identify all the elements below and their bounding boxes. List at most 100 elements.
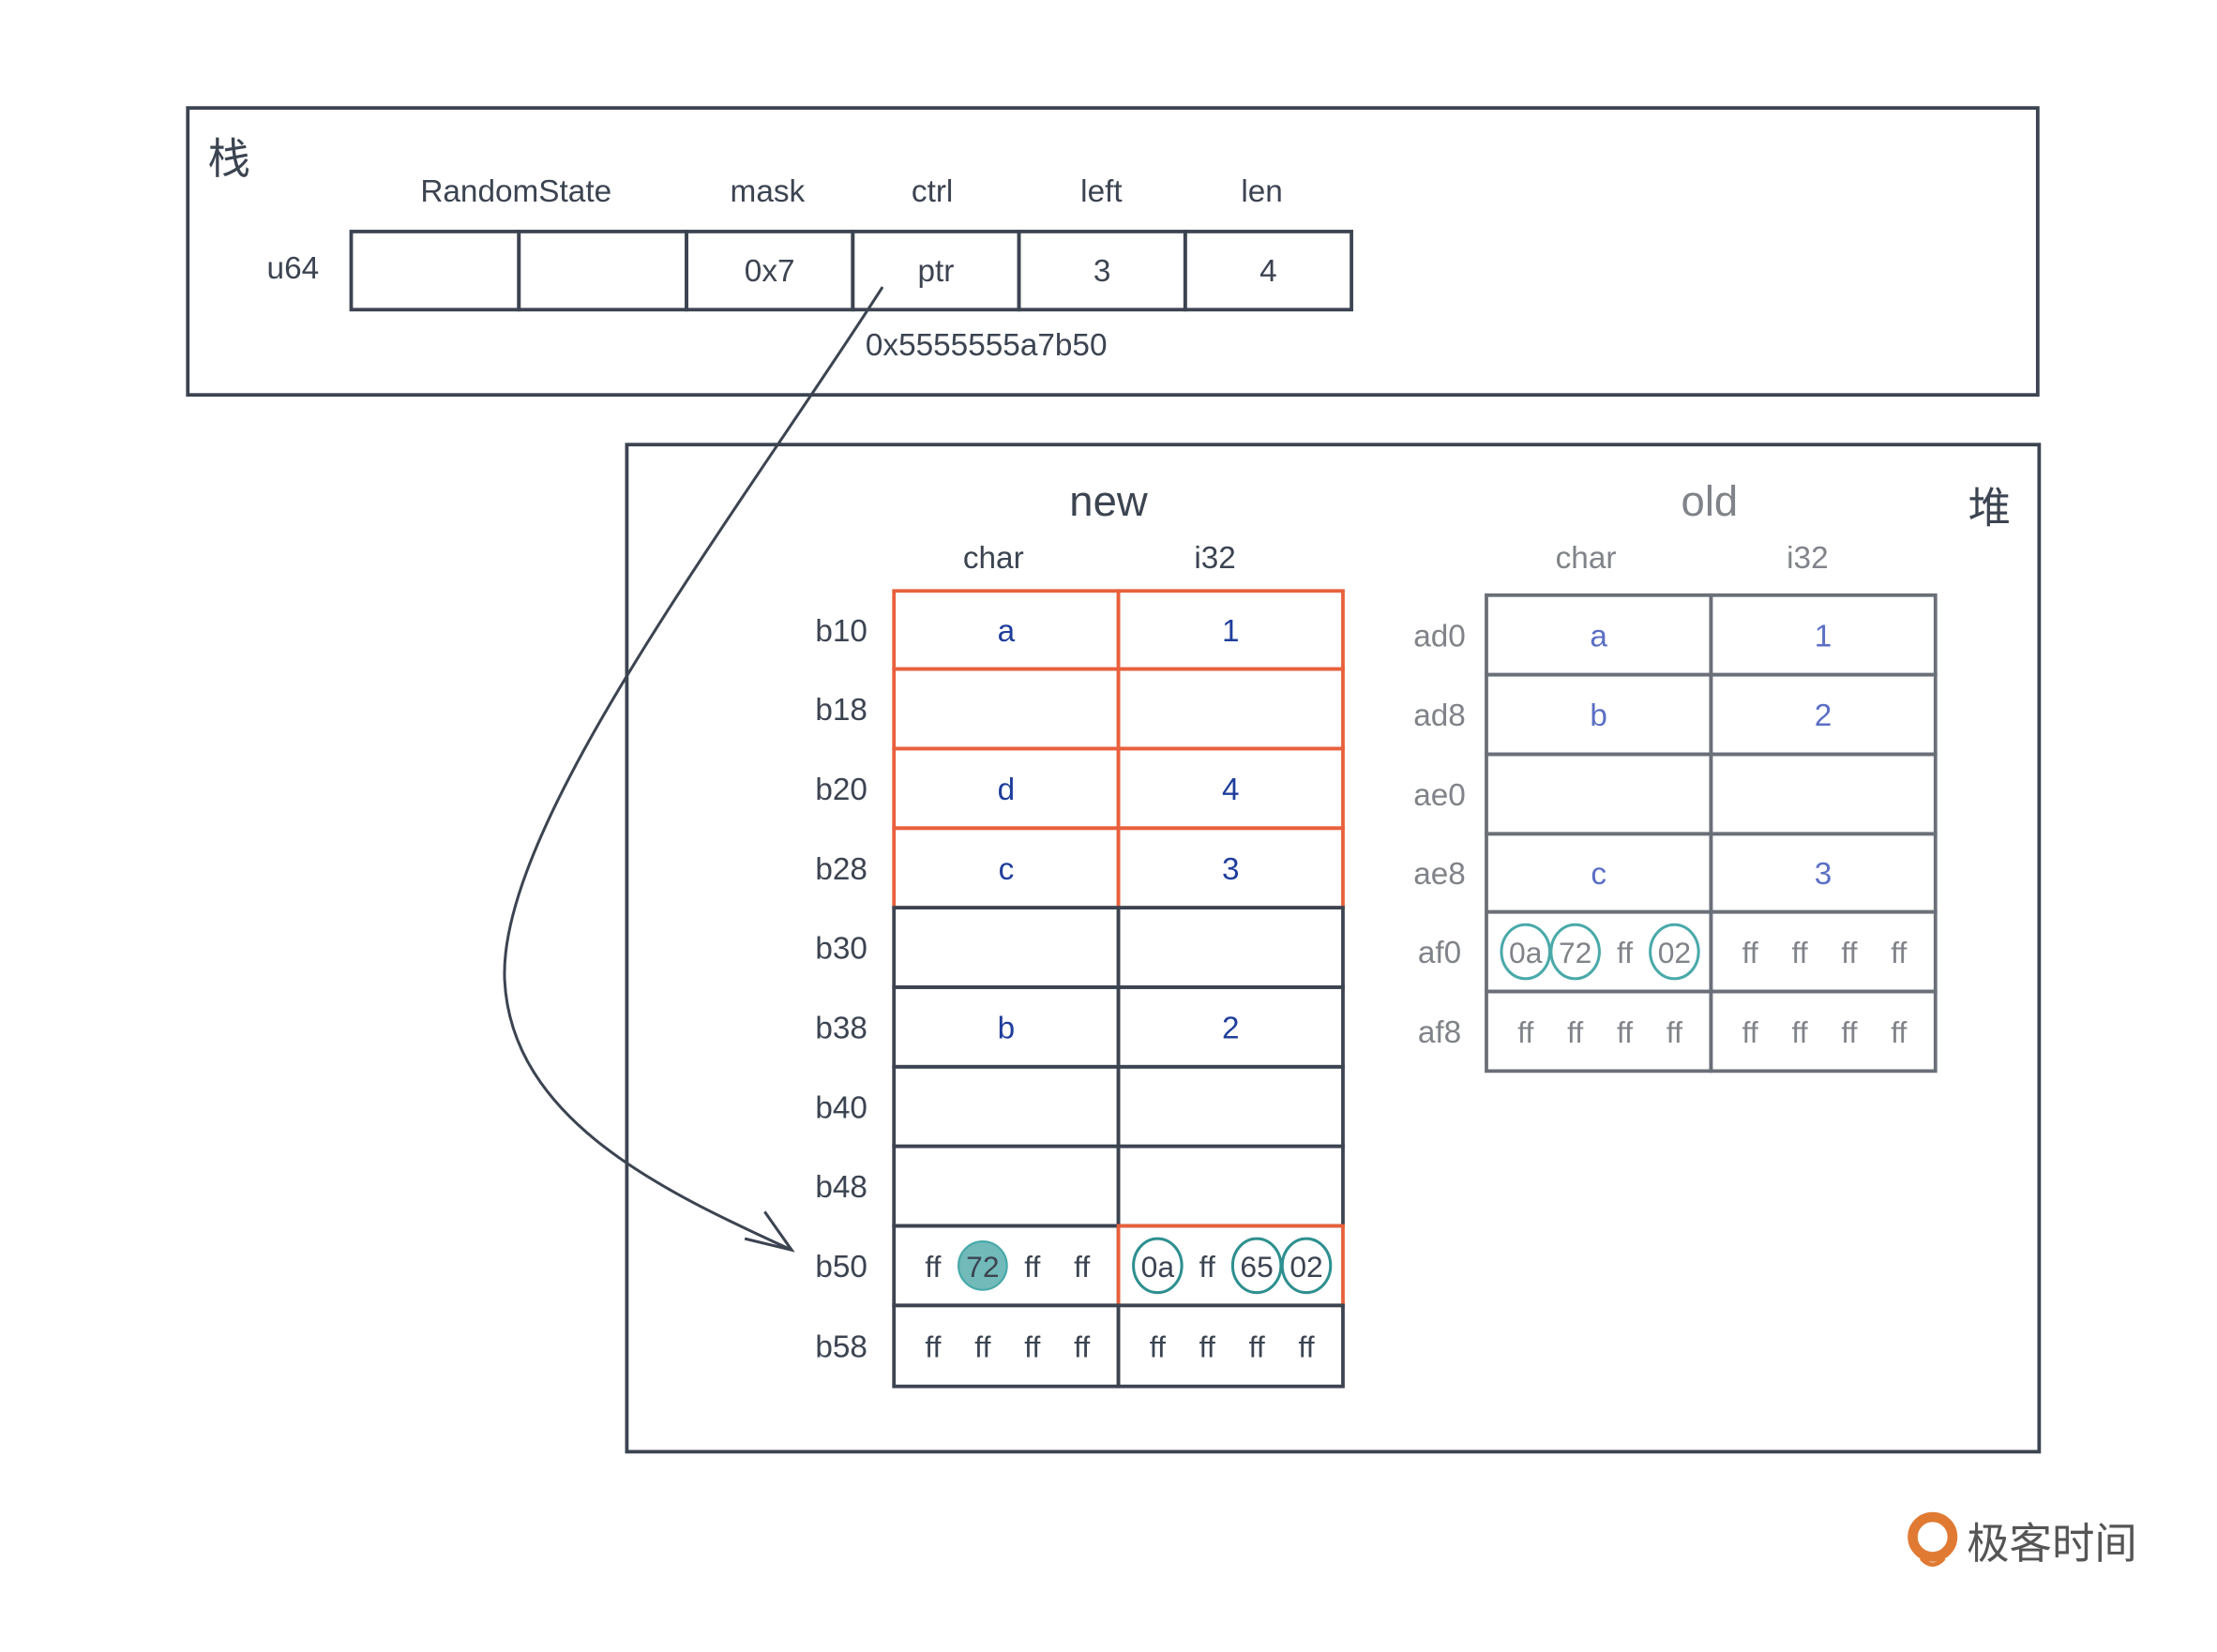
heap-frame <box>625 443 2042 1454</box>
i32-cell <box>1709 989 1938 1074</box>
highlight-circle <box>957 1240 1008 1291</box>
byte-value: ff <box>1891 1015 1907 1049</box>
byte-value: ff <box>1617 936 1633 969</box>
i32-value: 3 <box>1815 857 1832 892</box>
row-address: b30 <box>815 932 867 967</box>
byte-value: ff <box>1074 1330 1090 1364</box>
i32-value: 2 <box>1222 1011 1240 1045</box>
table-row: af8 ff ff ff ff ff ff ff ff <box>1418 989 1938 1074</box>
row-address: ae0 <box>1413 778 1466 813</box>
stack-cell <box>517 230 688 312</box>
byte-value: ff <box>1199 1250 1215 1284</box>
column-header: char <box>963 541 1024 576</box>
table-row: b30 <box>815 906 1345 989</box>
byte-value: 0a <box>1141 1250 1175 1284</box>
stack-cell-value: 3 <box>1093 254 1111 289</box>
byte-value: 02 <box>1289 1250 1322 1284</box>
i32-cell <box>1116 667 1345 751</box>
byte-value: ff <box>1567 1015 1583 1049</box>
row-address: ae8 <box>1413 857 1466 892</box>
byte-value: ff <box>1841 936 1857 969</box>
stack-header: mask <box>731 174 806 209</box>
stack-header: ctrl <box>912 174 953 209</box>
i32-cell <box>1116 906 1345 989</box>
byte-circle <box>1649 923 1700 981</box>
row-address: b58 <box>815 1330 867 1365</box>
stack-cell-value: ptr <box>917 254 954 289</box>
byte-value: ff <box>1891 936 1907 969</box>
i32-cell <box>1116 1144 1345 1228</box>
stack-cell-value: 4 <box>1259 254 1277 289</box>
char-cell <box>1485 752 1713 836</box>
heap-title: 堆 <box>1968 485 2011 533</box>
table-row: ae8 c 3 <box>1413 832 1938 914</box>
byte-circle <box>1280 1237 1333 1295</box>
row-address: b10 <box>815 614 867 649</box>
byte-value: ff <box>1024 1250 1040 1284</box>
arrow-head-icon <box>744 1210 795 1253</box>
char-cell <box>892 1144 1121 1228</box>
column-header: i32 <box>1194 541 1235 576</box>
char-value: d <box>998 773 1016 807</box>
stack-cell-value: 0x7 <box>745 254 795 289</box>
byte-value: 02 <box>1658 936 1691 969</box>
new-table-title: new <box>1069 477 1148 525</box>
char-value: b <box>1590 698 1607 733</box>
pointer-address: 0x5555555a7b50 <box>866 328 1108 363</box>
stack-cell <box>1183 230 1353 312</box>
i32-cell <box>1709 752 1938 836</box>
byte-value: ff <box>1517 1015 1533 1049</box>
char-cell <box>892 1064 1121 1149</box>
stack-cell <box>349 230 521 312</box>
byte-value: ff <box>1074 1250 1090 1284</box>
row-address: b20 <box>815 773 867 807</box>
byte-circle <box>1549 923 1601 981</box>
byte-value: ff <box>1249 1330 1265 1364</box>
row-address: b18 <box>815 693 867 728</box>
char-value: a <box>1590 619 1607 653</box>
logo-text: 极客时间 <box>1967 1520 2137 1568</box>
table-row: b20 d 4 <box>815 746 1345 831</box>
char-value: c <box>999 852 1015 887</box>
stack-header: RandomState <box>420 174 611 209</box>
row-address: b28 <box>815 852 867 887</box>
table-row: ae0 <box>1413 752 1938 836</box>
table-row: b48 <box>815 1144 1345 1228</box>
table-row: af0 0a 72 ff 02 ff ff ff ff <box>1418 909 1938 994</box>
table-row: b28 c 3 <box>815 826 1345 910</box>
i32-value: 4 <box>1222 773 1240 807</box>
byte-value: 0a <box>1509 936 1543 969</box>
byte-value: ff <box>925 1330 941 1364</box>
row-address: af0 <box>1418 936 1461 970</box>
stack-header: len <box>1241 174 1282 209</box>
byte-value: ff <box>1791 1015 1807 1049</box>
row-address: ad8 <box>1413 698 1466 733</box>
byte-circle <box>1132 1237 1184 1295</box>
i32-cell <box>1116 1303 1345 1389</box>
arrow-curve <box>503 286 884 1252</box>
byte-value: 72 <box>966 1250 999 1284</box>
geektime-logo: 极客时间 <box>1908 1511 2137 1568</box>
byte-value: ff <box>1841 1015 1857 1049</box>
column-header: i32 <box>1787 541 1828 576</box>
logo-mark-base <box>1919 1556 1946 1568</box>
byte-value: 65 <box>1240 1250 1273 1284</box>
byte-value: ff <box>1199 1330 1215 1364</box>
byte-value: ff <box>974 1330 990 1364</box>
char-value: a <box>998 614 1016 649</box>
i32-value: 1 <box>1815 619 1832 653</box>
byte-value: ff <box>1791 936 1807 969</box>
table-row: ad8 b 2 <box>1413 672 1938 757</box>
row-address: af8 <box>1418 1015 1461 1050</box>
stack-panel: 栈 u64 RandomState mask ctrl left len 0x7 ptr 3… <box>186 106 2040 398</box>
stack-row-label: u64 <box>267 251 320 286</box>
row-address: b50 <box>815 1250 867 1284</box>
char-cell <box>892 667 1121 751</box>
row-address: b38 <box>815 1011 867 1045</box>
byte-value: ff <box>1742 936 1758 969</box>
table-row: b58 ff ff ff ff ff ff ff ff <box>815 1303 1345 1389</box>
i32-value: 2 <box>1815 698 1832 733</box>
new-table: char i32 b10 a 1 b18 b20 d 4 b28 c 3 b30 b38 b 2 b40 b48 b… <box>815 541 1345 1389</box>
